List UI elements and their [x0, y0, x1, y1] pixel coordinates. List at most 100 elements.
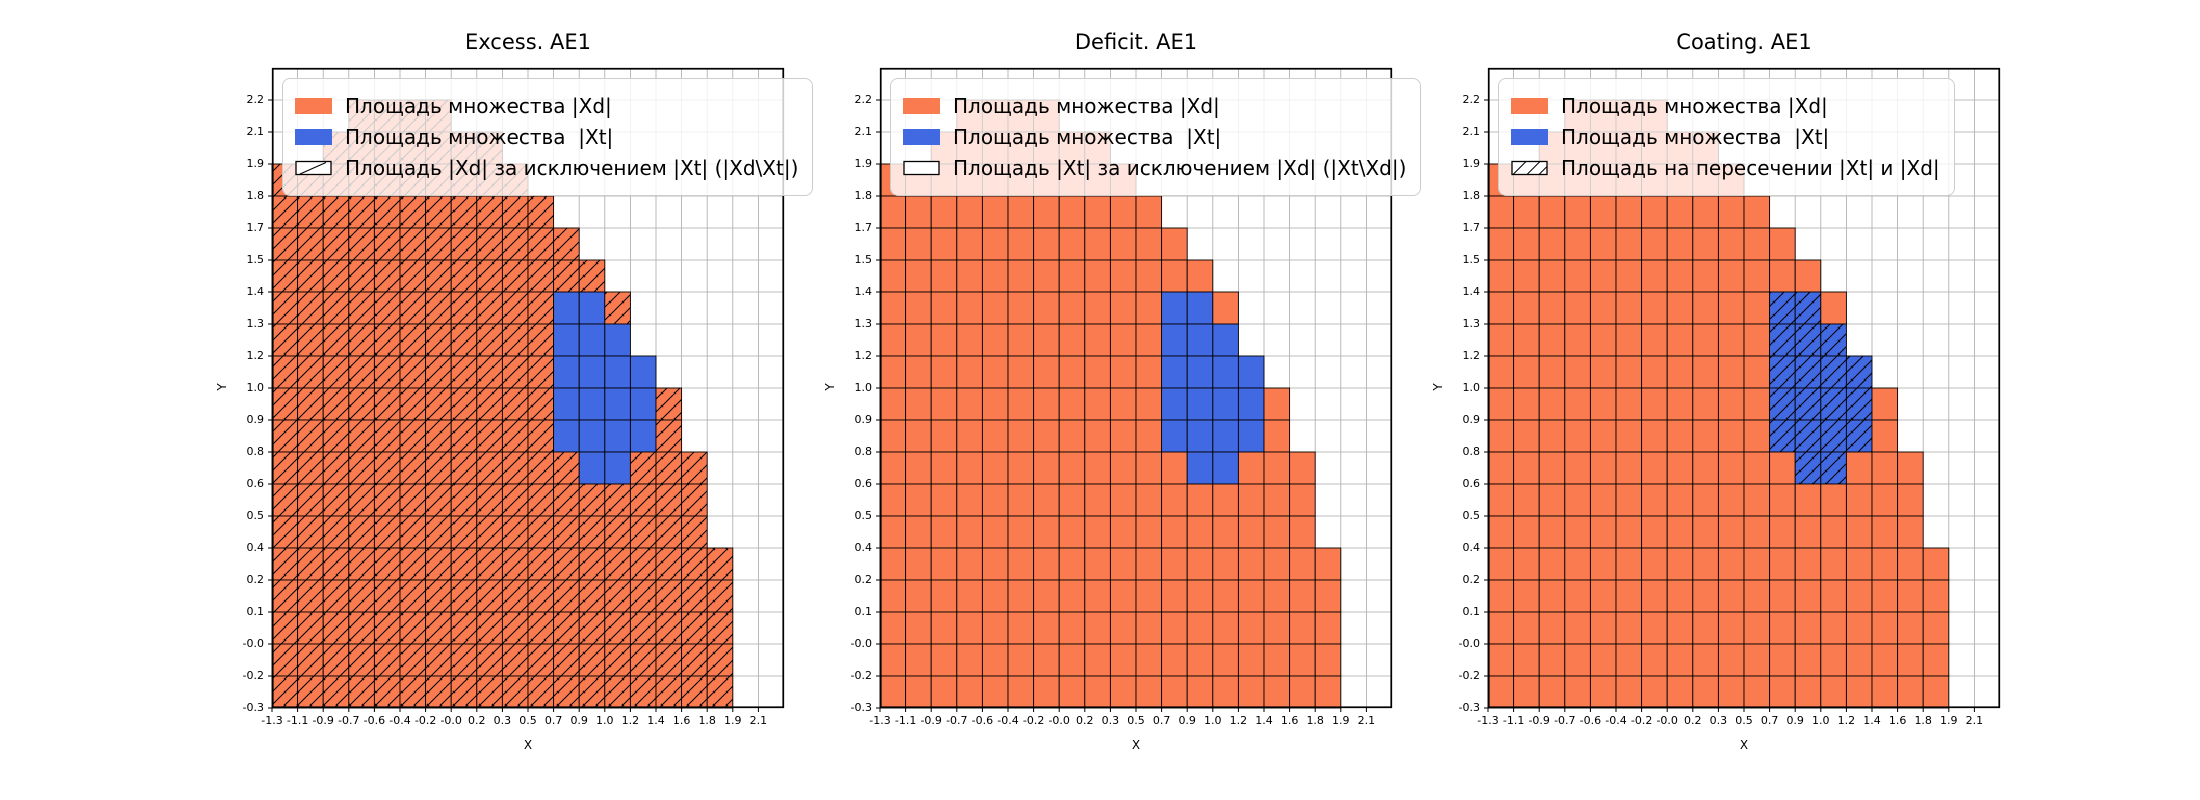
xd-cell	[1922, 675, 1950, 709]
x-tick-label: 0.3	[493, 714, 512, 727]
xd-cell	[1058, 611, 1086, 645]
hatch-cell	[400, 196, 426, 228]
hatch-cell	[323, 452, 349, 484]
xd-cell	[1845, 675, 1873, 709]
xd-cell	[1666, 387, 1694, 421]
hatch-cell	[1795, 388, 1821, 420]
legend-swatch-hatch	[903, 160, 940, 176]
xd-cell	[1641, 387, 1668, 421]
hatch-cell	[579, 612, 605, 644]
xt-cell	[1212, 419, 1239, 453]
hatch-cell	[630, 516, 656, 548]
y-tick-label: 1.0	[854, 381, 873, 394]
y-tick-label: -0.0	[850, 637, 872, 650]
xd-cell	[1743, 227, 1771, 261]
legend-swatch-xd	[295, 98, 332, 114]
hatch-cell	[451, 420, 477, 452]
xd-cell	[1845, 451, 1873, 485]
hatch-cell	[348, 612, 375, 644]
hatch-cell	[323, 516, 349, 548]
xd-cell	[1769, 451, 1796, 485]
xd-cell	[981, 387, 1009, 421]
x-tick-label: 0.3	[1101, 714, 1120, 727]
hatch-cell	[630, 612, 656, 644]
x-tick-label: 0.7	[544, 714, 563, 727]
hatch-cell	[707, 580, 733, 612]
xd-cell	[1641, 195, 1668, 229]
xd-cell	[879, 259, 907, 293]
x-tick-label: -0.2	[1630, 714, 1653, 727]
xt-cell	[604, 323, 631, 357]
xd-cell	[1897, 579, 1924, 613]
hatch-cell	[272, 388, 298, 420]
xd-cell	[1033, 675, 1060, 709]
xd-cell	[1538, 227, 1566, 261]
hatch-cell	[528, 516, 554, 548]
xd-cell	[1589, 195, 1617, 229]
hatch-cell	[323, 580, 349, 612]
legend-swatch-xd	[903, 98, 940, 114]
xd-cell	[1058, 451, 1086, 485]
xd-cell	[1314, 675, 1342, 709]
hatch-cell	[400, 484, 426, 516]
xd-cell	[1212, 547, 1239, 581]
hatch-cell	[348, 260, 375, 292]
xd-cell	[1564, 419, 1591, 453]
xd-cell	[956, 195, 983, 229]
xd-cell	[1769, 259, 1796, 293]
xd-cell	[1007, 579, 1035, 613]
xd-cell	[1717, 547, 1745, 581]
xd-cell	[1589, 579, 1617, 613]
legend-swatch-hatch	[295, 160, 332, 176]
xd-cell	[1717, 259, 1745, 293]
hatch-cell	[425, 228, 452, 260]
xd-cell	[1109, 643, 1137, 677]
hatch-cell	[476, 292, 503, 324]
hatch-cell	[272, 612, 298, 644]
xd-cell	[1769, 515, 1796, 549]
xd-cell	[1212, 675, 1239, 709]
hatch-cell	[374, 260, 400, 292]
xd-cell	[1589, 451, 1617, 485]
hatch-cell	[348, 420, 375, 452]
y-tick-label: 0.8	[854, 445, 873, 458]
legend-label: Площадь множества |Xt|	[345, 125, 614, 149]
y-tick-label: 0.1	[854, 605, 873, 618]
xd-cell	[1212, 579, 1239, 613]
x-tick-label: 1.4	[647, 714, 665, 727]
hatch-cell	[656, 580, 682, 612]
xt-cell	[1161, 355, 1188, 389]
xd-cell	[1538, 259, 1566, 293]
hatch-cell	[272, 228, 298, 260]
panel-title: Excess. AE1	[464, 30, 592, 54]
xd-cell	[1212, 515, 1239, 549]
hatch-cell	[528, 356, 554, 388]
xd-cell	[1717, 451, 1745, 485]
hatch-cell	[425, 292, 452, 324]
xd-cell	[1589, 675, 1617, 709]
hatch-cell	[400, 420, 426, 452]
xd-cell	[1109, 259, 1137, 293]
xd-cell	[1692, 547, 1719, 581]
xd-cell	[1769, 611, 1796, 645]
xd-cell	[1743, 611, 1771, 645]
xd-cell	[1109, 323, 1137, 357]
xd-cell	[1033, 643, 1060, 677]
x-tick-label: -0.9	[312, 714, 334, 727]
hatch-cell	[400, 580, 426, 612]
xd-cell	[1615, 483, 1643, 517]
xd-cell	[1513, 547, 1540, 581]
xd-cell	[956, 227, 983, 261]
hatch-cell	[579, 260, 605, 292]
legend-swatch-hatch	[1511, 160, 1548, 176]
hatch-cell	[374, 292, 400, 324]
xd-cell	[1717, 227, 1745, 261]
xd-cell	[1161, 675, 1188, 709]
xd-cell	[981, 515, 1009, 549]
xd-cell	[1084, 579, 1111, 613]
xd-cell	[1033, 291, 1060, 325]
hatch-cell	[656, 420, 682, 452]
xd-cell	[1084, 675, 1111, 709]
xd-cell	[1615, 547, 1643, 581]
xd-cell	[879, 355, 907, 389]
